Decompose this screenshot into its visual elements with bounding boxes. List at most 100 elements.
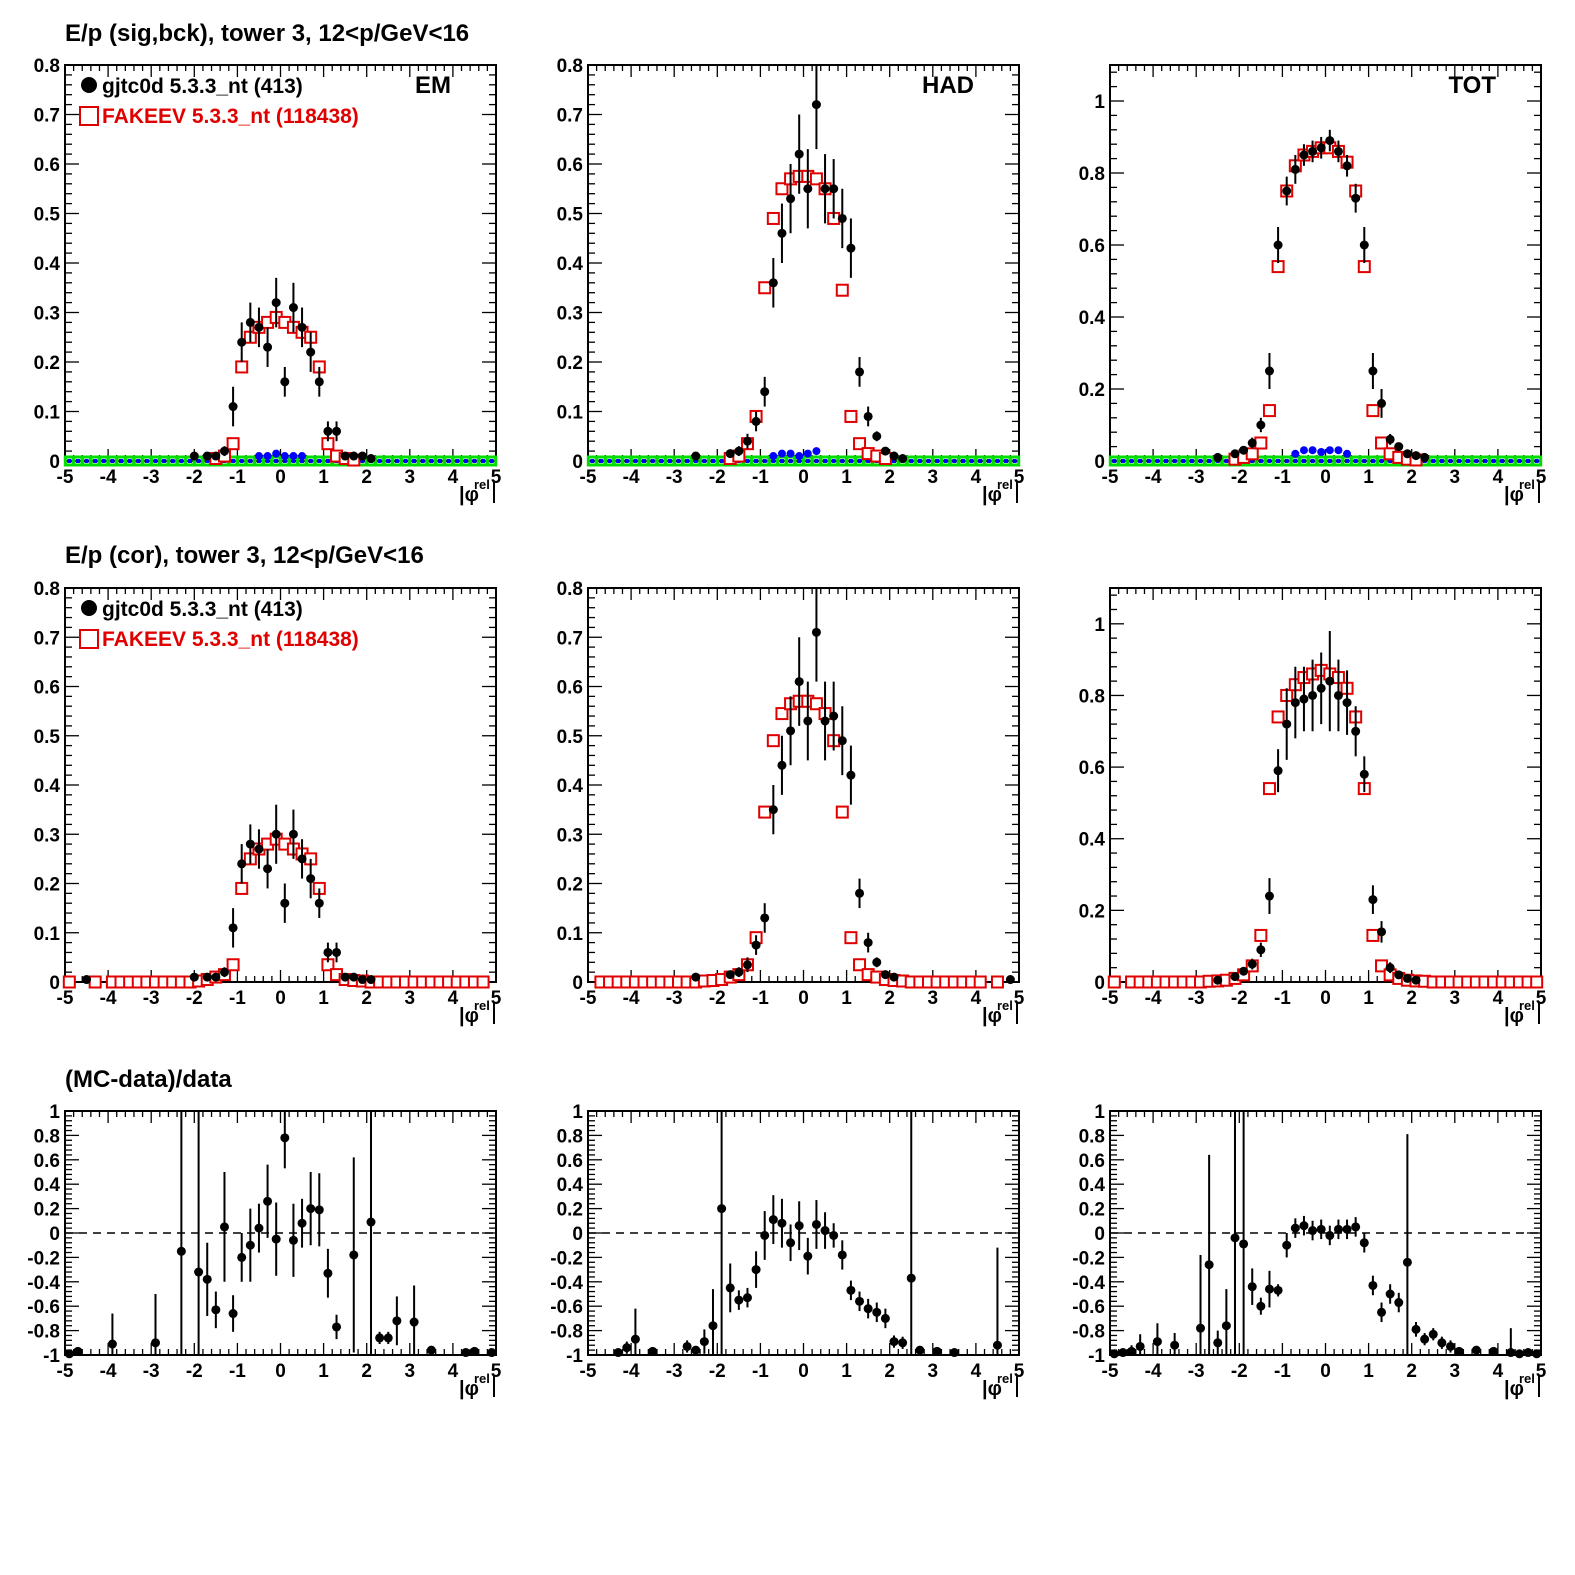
bkg-data-point — [1299, 446, 1308, 455]
data-point — [314, 1205, 324, 1215]
data-point — [1213, 975, 1223, 985]
data-point — [760, 1230, 770, 1240]
bkg-data-marker — [788, 459, 793, 463]
data-point — [820, 184, 830, 194]
x-tick-label: 2 — [1406, 467, 1417, 488]
bkg-data-marker — [429, 459, 434, 463]
data-point — [219, 1222, 229, 1232]
x-tick-label: 3 — [405, 1361, 416, 1382]
bkg-data-marker — [187, 459, 192, 463]
bkg-data-marker — [455, 459, 460, 463]
row-title-sig-bck: E/p (sig,bck), tower 3, 12<p/GeV<16 — [65, 20, 470, 47]
bkg-data-marker — [93, 459, 98, 463]
mc-point — [1254, 928, 1268, 942]
x-tick-label: 4 — [448, 467, 459, 488]
bkg-mc-marker — [486, 455, 498, 467]
data-point — [1333, 146, 1343, 156]
x-tick-label: -5 — [57, 1361, 74, 1382]
data-point — [1351, 1222, 1361, 1232]
data-point — [349, 451, 359, 461]
data-point — [280, 377, 290, 387]
bkg-data-point — [1343, 449, 1352, 458]
y-tick-label: 0 — [1094, 973, 1105, 994]
x-tick-label: 3 — [1450, 988, 1461, 1009]
data-point — [1420, 1334, 1430, 1344]
data-point — [340, 972, 350, 982]
x-tick-label: 5 — [1536, 1361, 1547, 1382]
y-tick-label: 0.8 — [1079, 1126, 1105, 1147]
data-point — [340, 451, 350, 461]
bkg-data-marker — [1474, 459, 1479, 463]
bkg-data-marker — [952, 459, 957, 463]
data-point — [1273, 240, 1283, 250]
bkg-data-marker — [162, 459, 167, 463]
bkg-data-marker — [325, 459, 330, 463]
mc-point — [766, 734, 780, 748]
y-tick-label: 0.8 — [34, 579, 60, 600]
x-tick-label: -4 — [1145, 467, 1162, 488]
bkg-data-marker — [1146, 459, 1151, 463]
x-tick-label: 0 — [798, 467, 809, 488]
y-tick-label: 0.4 — [1079, 830, 1106, 851]
mc-point — [1107, 975, 1121, 989]
y-tick-label: 0.2 — [1079, 901, 1105, 922]
y-tick-label: 0.2 — [557, 353, 583, 374]
plot-r1-em: -5 -4 -3 -2 -1 0 1 2 3 4 5 0 0.1 0.2 0.3 0.4 0.5 0.6 0.7 0.… — [34, 56, 502, 506]
data-point — [1316, 1224, 1326, 1234]
data-point — [1256, 945, 1266, 955]
plot-frame — [587, 64, 1020, 462]
data-point — [811, 1219, 821, 1229]
x-axis-label: |φ — [1504, 484, 1524, 506]
x-tick-label: -2 — [186, 988, 203, 1009]
bkg-data-marker — [1120, 459, 1125, 463]
y-tick-label: -1 — [1088, 1346, 1105, 1367]
data-point — [742, 1293, 752, 1303]
y-tick-label: 0.6 — [34, 155, 60, 176]
data-point — [648, 1346, 658, 1356]
y-tick-label: -0.2 — [550, 1248, 583, 1269]
bkg-mc-marker — [1531, 455, 1543, 467]
bkg-data-point — [795, 452, 804, 461]
x-tick-label: -5 — [1102, 1361, 1119, 1382]
bkg-data-marker — [84, 459, 89, 463]
mc-point — [775, 182, 789, 196]
data-point — [271, 298, 281, 308]
x-tick-label: 4 — [1493, 988, 1504, 1009]
mc-point — [844, 931, 858, 945]
data-point — [1402, 449, 1412, 459]
data-point — [297, 854, 307, 864]
bkg-data-marker — [1517, 459, 1522, 463]
y-tick-label: 0.1 — [557, 924, 584, 945]
mc-point — [1366, 404, 1380, 418]
x-tick-label: -1 — [752, 1361, 769, 1382]
bkg-data-marker — [75, 459, 80, 463]
bkg-data-marker — [892, 459, 897, 463]
x-tick-label: -5 — [1102, 988, 1119, 1009]
data-point — [314, 898, 324, 908]
bkg-data-marker — [274, 459, 279, 463]
data-point — [409, 1317, 419, 1327]
data-point — [1333, 1224, 1343, 1234]
mc-point — [853, 958, 867, 972]
x-tick-label: -1 — [229, 1361, 246, 1382]
mc-point — [758, 281, 772, 295]
data-point — [734, 446, 744, 456]
x-tick-label: -1 — [752, 988, 769, 1009]
bkg-data-point — [280, 452, 289, 461]
x-tick-label: 1 — [841, 988, 852, 1009]
data-point — [219, 967, 229, 977]
x-tick-label: -5 — [57, 467, 74, 488]
data-point — [375, 1333, 385, 1343]
data-point — [1256, 420, 1266, 430]
y-tick-label: -1 — [566, 1346, 583, 1367]
x-axis-label-sup: rel — [474, 998, 490, 1013]
bkg-data-marker — [1224, 459, 1229, 463]
x-tick-label: -3 — [666, 467, 683, 488]
bkg-data-marker — [969, 459, 974, 463]
y-tick-label: 0 — [572, 1224, 583, 1245]
data-point — [1290, 164, 1300, 174]
mc-point — [1262, 782, 1276, 796]
bkg-data-marker — [840, 459, 845, 463]
data-point — [349, 1250, 359, 1260]
